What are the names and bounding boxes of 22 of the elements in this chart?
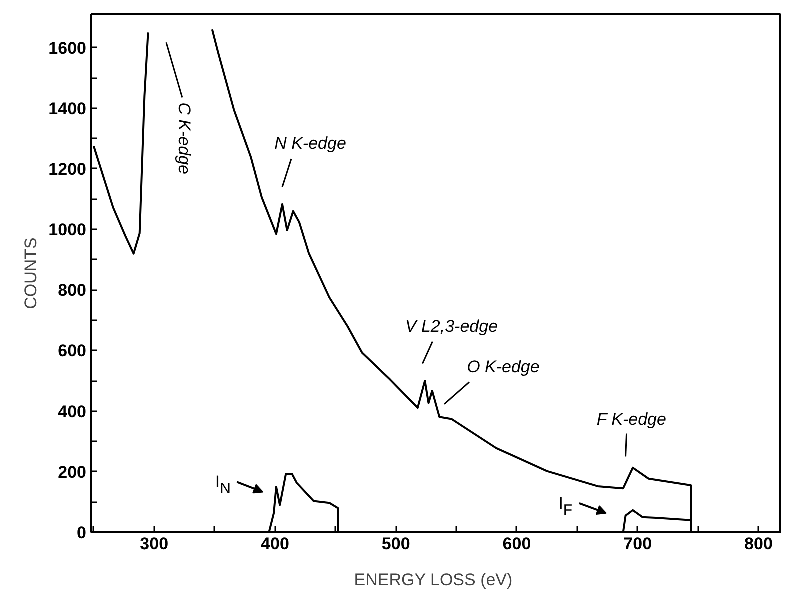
x-tick-label: 300 — [140, 534, 169, 554]
y-tick-label: 1600 — [48, 38, 87, 58]
x-tick-label: 800 — [744, 534, 773, 554]
annotation: V L2,3-edge — [405, 316, 498, 336]
y-axis-title: COUNTS — [22, 238, 41, 310]
y-tick-label: 600 — [58, 342, 87, 361]
y-tick-label: 200 — [58, 462, 87, 482]
x-tick-label: 400 — [261, 534, 290, 554]
y-tick-label: 800 — [58, 281, 87, 300]
y-tick-label: 0 — [77, 524, 87, 542]
y-tick-label: 1200 — [48, 160, 87, 179]
y-tick-label: 1000 — [48, 220, 87, 240]
x-tick-label: 600 — [502, 534, 532, 554]
annotation: C K-edge — [174, 102, 194, 174]
annotation: F K-edge — [596, 410, 666, 429]
x-axis-title: ENERGY LOSS (eV) — [354, 570, 513, 590]
x-tick-label: 700 — [624, 534, 652, 554]
y-tick-label: 400 — [58, 402, 87, 422]
y-tick-label: 1400 — [48, 99, 87, 118]
x-tick-label: 500 — [382, 534, 410, 554]
annotation: N K-edge — [274, 134, 346, 154]
annotation: O K-edge — [467, 357, 540, 376]
